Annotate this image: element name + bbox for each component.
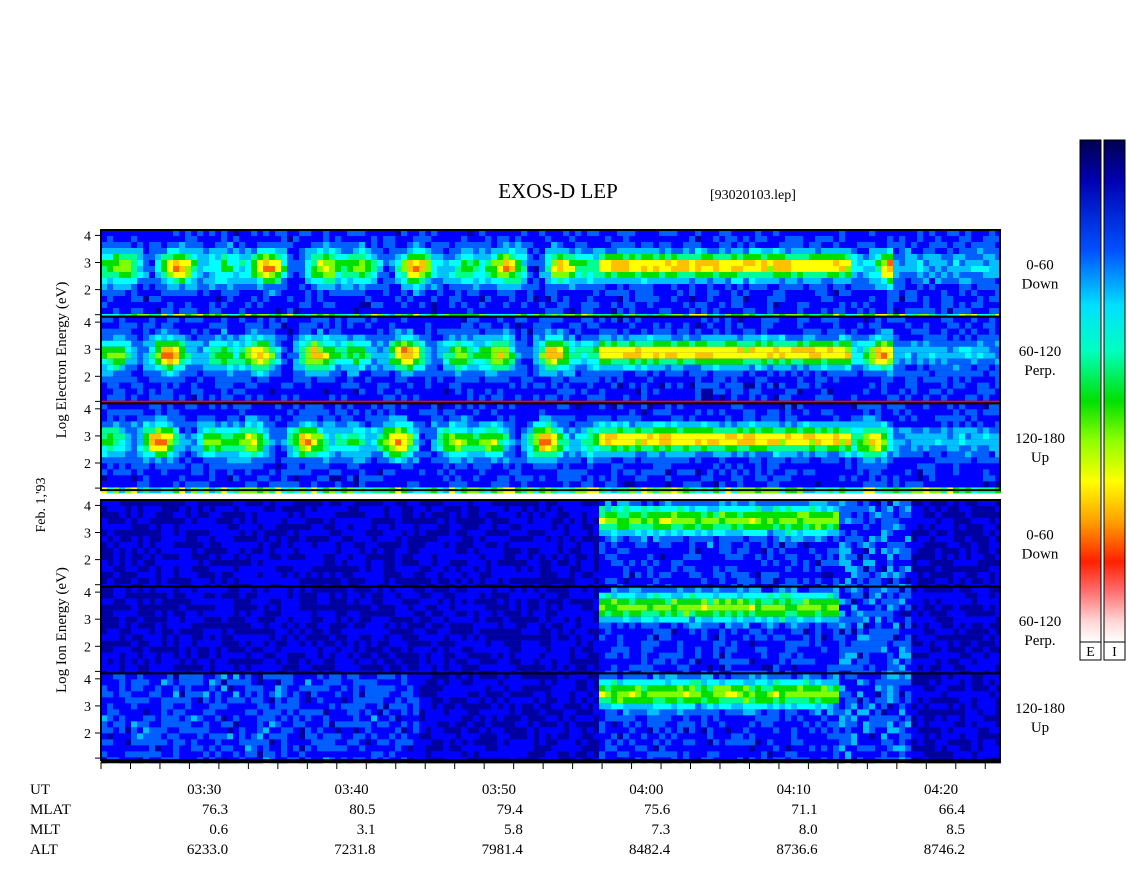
ephemeris-value: 8746.2 (924, 842, 965, 858)
ephemeris-value: 5.8 (504, 822, 523, 838)
colorbar: E (1079, 139, 1102, 661)
ephemeris-value: 79.4 (497, 802, 524, 818)
ephemeris-value: 76.3 (202, 802, 228, 818)
ephemeris-value: 04:20 (924, 782, 958, 798)
ylabel-word: Energy (54, 595, 70, 642)
spectrogram-panel: 4 3 2 0-60 Down (84, 229, 1059, 320)
panel-frame (100, 672, 1001, 762)
ephemeris-value: 75.6 (644, 802, 671, 818)
ephemeris-row-label: UT (30, 782, 50, 798)
spectrogram-panel: 4 3 2 120-180 Up (84, 402, 1065, 494)
ephemeris-value: 7981.4 (482, 842, 524, 858)
group-ylabels: Log Electron Energy (eV)Log Ion Energy (… (54, 282, 70, 693)
spectrogram-texture (101, 230, 1001, 320)
ephemeris-value: 03:40 (334, 782, 368, 798)
direction-label: Up (1031, 720, 1049, 736)
pitch-angle-label: 120-180 (1015, 431, 1065, 447)
ylabel-word: Log (54, 411, 70, 439)
ephemeris-value: 8.0 (799, 822, 818, 838)
time-axis (100, 761, 1000, 769)
group-ylabel: Log Electron Energy (eV) (54, 282, 70, 439)
ytick-label: 4 (84, 403, 91, 418)
ytick-label: 3 (84, 343, 91, 358)
ytick-label: 2 (84, 457, 91, 472)
ephemeris-value: 6233.0 (187, 842, 228, 858)
ytick-label: 3 (84, 613, 91, 628)
ylabel-word: Log (54, 665, 70, 693)
spectrogram-panel: 4 3 2 60-120 Perp. (84, 585, 1062, 677)
ephemeris-value: 03:30 (187, 782, 221, 798)
colorbar-scale (1103, 139, 1126, 643)
ytick-label: 3 (84, 527, 91, 542)
ytick-label: 3 (84, 430, 91, 445)
ylabel-word: Energy (54, 309, 70, 356)
panel-frame (100, 402, 1001, 492)
spectrogram-texture (101, 500, 1001, 590)
ephemeris-value: 03:50 (482, 782, 516, 798)
ephemeris-table: UT 03:30 03:40 03:50 04:00 04:10 04:20 MLAT 76.3… (30, 782, 966, 858)
ephemeris-value: 71.1 (791, 802, 817, 818)
ephemeris-value: 8.5 (946, 822, 965, 838)
ephemeris-value: 80.5 (349, 802, 375, 818)
ephemeris-row-label: ALT (30, 842, 58, 858)
group-ylabel: Log Ion Energy (eV) (54, 567, 70, 693)
ephemeris-value: 8736.6 (776, 842, 818, 858)
ylabel-word: (eV) (54, 567, 70, 594)
ytick-label: 4 (84, 229, 91, 244)
ephemeris-value: 3.1 (357, 822, 376, 838)
ephemeris-value: 8482.4 (629, 842, 671, 858)
colorbar-label-box (1079, 641, 1102, 661)
spectrogram-texture (101, 586, 1001, 677)
colorbar-label: I (1112, 645, 1117, 660)
ytick-label: 3 (84, 257, 91, 272)
ephemeris-value: 7231.8 (334, 842, 375, 858)
ytick-label: 4 (84, 673, 91, 688)
direction-label: Up (1031, 450, 1049, 466)
spectrogram-texture (101, 316, 1001, 407)
colorbar-label: E (1086, 645, 1095, 660)
ytick-label: 2 (84, 727, 91, 742)
ylabel-word: Electron (54, 356, 70, 411)
spectrogram-texture (101, 673, 1001, 764)
pitch-angle-label: 0-60 (1026, 257, 1054, 273)
ytick-label: 2 (84, 640, 91, 655)
pitch-angle-label: 0-60 (1026, 527, 1054, 543)
spectrogram-panel: 4 3 2 0-60 Down (84, 499, 1059, 590)
colorbar-label-box (1103, 641, 1126, 661)
ephemeris-row-label: MLAT (30, 802, 71, 818)
ytick-label: 3 (84, 700, 91, 715)
spectrogram-panel: 4 3 2 120-180 Up (84, 672, 1065, 764)
spectrogram-panels: 4 3 2 0-60 Down 4 3 2 60-120 Perp. 4 3 2 120-180 Up 4 3 2… (84, 229, 1065, 764)
colorbar-scale (1079, 139, 1102, 643)
spectrogram-texture (101, 403, 1001, 494)
chart-title: EXOS-D LEP (498, 179, 618, 203)
ytick-label: 4 (84, 586, 91, 601)
ylabel-word: (eV) (54, 282, 70, 309)
pitch-angle-label: 60-120 (1019, 614, 1062, 630)
file-id: [93020103.lep] (710, 188, 796, 203)
direction-label: Down (1022, 276, 1059, 292)
ytick-label: 4 (84, 316, 91, 331)
ephemeris-row-label: MLT (30, 822, 60, 838)
ytick-label: 2 (84, 370, 91, 385)
ylabel-word: Ion (54, 641, 70, 665)
pitch-angle-label: 60-120 (1019, 344, 1062, 360)
ytick-label: 4 (84, 499, 91, 514)
pitch-angle-label: 120-180 (1015, 701, 1065, 717)
ephemeris-value: 04:10 (777, 782, 811, 798)
direction-label: Perp. (1024, 363, 1055, 379)
direction-label: Down (1022, 546, 1059, 562)
ephemeris-value: 66.4 (939, 802, 966, 818)
ephemeris-value: 7.3 (652, 822, 671, 838)
ephemeris-value: 0.6 (209, 822, 228, 838)
ephemeris-value: 04:00 (629, 782, 663, 798)
ytick-label: 2 (84, 284, 91, 299)
direction-label: Perp. (1024, 633, 1055, 649)
colorbar: I (1103, 139, 1126, 661)
spectrogram-panel: 4 3 2 60-120 Perp. (84, 315, 1062, 407)
ytick-label: 2 (84, 554, 91, 569)
date-label: Feb. 1,'93 (34, 477, 49, 532)
